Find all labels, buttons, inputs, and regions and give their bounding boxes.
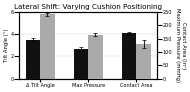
Bar bbox=[74, 49, 88, 79]
Bar bbox=[40, 14, 55, 79]
Bar bbox=[122, 33, 136, 79]
Bar bbox=[26, 40, 40, 79]
Bar bbox=[88, 35, 103, 79]
Title: Lateral Shift: Varying Cushion Positioning: Lateral Shift: Varying Cushion Positioni… bbox=[14, 4, 162, 10]
Bar bbox=[136, 44, 151, 79]
Y-axis label: Tilt Angle (°): Tilt Angle (°) bbox=[4, 29, 9, 62]
Y-axis label: Contact Area (in²)
Maximum Pressure (mmHg): Contact Area (in²) Maximum Pressure (mmH… bbox=[175, 8, 186, 82]
